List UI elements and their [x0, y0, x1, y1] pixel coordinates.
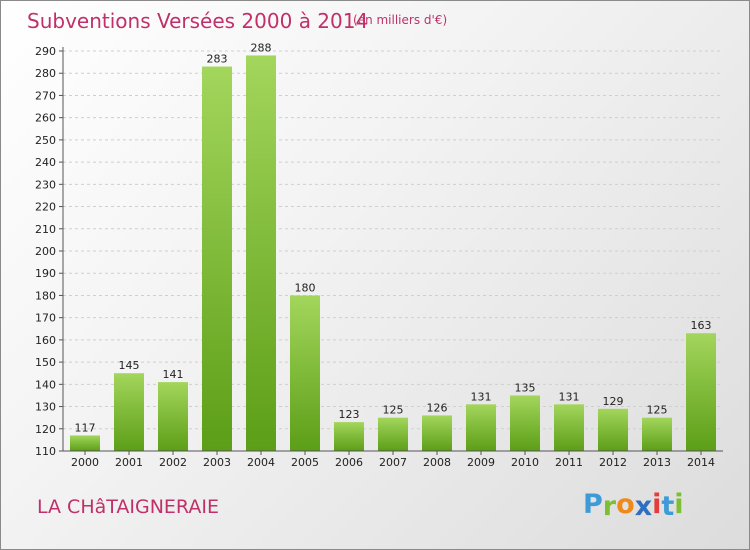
bar-value-label: 117: [75, 421, 96, 434]
y-tick-label: 150: [35, 356, 56, 369]
bar-value-label: 125: [647, 404, 668, 417]
bar-2011: [554, 404, 584, 451]
chart-unit: (en milliers d'€): [353, 13, 448, 27]
commune-name: LA CHâTAIGNERAIE: [37, 496, 219, 518]
y-tick-label: 160: [35, 334, 56, 347]
x-tick-label: 2002: [159, 456, 187, 469]
x-tick-label: 2011: [555, 456, 583, 469]
y-tick-label: 130: [35, 401, 56, 414]
y-tick-label: 290: [35, 45, 56, 58]
bar-2005: [290, 295, 320, 451]
x-tick-label: 2006: [335, 456, 363, 469]
y-tick-label: 260: [35, 112, 56, 125]
y-tick-label: 170: [35, 312, 56, 325]
bar-value-label: 180: [295, 281, 316, 294]
bar-value-label: 129: [603, 395, 624, 408]
bar-2014: [686, 333, 716, 451]
bar-2010: [510, 395, 540, 451]
logo-letter: P: [583, 489, 603, 520]
x-tick-label: 2014: [687, 456, 715, 469]
bar-2006: [334, 422, 364, 451]
y-tick-label: 110: [35, 445, 56, 458]
y-tick-label: 210: [35, 223, 56, 236]
bar-value-label: 131: [471, 390, 492, 403]
bar-value-label: 288: [251, 41, 272, 54]
bar-value-label: 131: [559, 390, 580, 403]
bar-value-label: 163: [691, 319, 712, 332]
x-tick-label: 2005: [291, 456, 319, 469]
bar-value-label: 123: [339, 408, 360, 421]
logo-letter: i: [652, 489, 662, 520]
bar-2001: [114, 373, 144, 451]
x-tick-label: 2013: [643, 456, 671, 469]
bar-2009: [466, 404, 496, 451]
bar-value-label: 126: [427, 401, 448, 414]
y-tick-label: 250: [35, 134, 56, 147]
x-tick-label: 2010: [511, 456, 539, 469]
y-tick-label: 190: [35, 267, 56, 280]
x-tick-label: 2004: [247, 456, 275, 469]
x-tick-label: 2007: [379, 456, 407, 469]
bar-value-label: 125: [383, 404, 404, 417]
logo-letter: r: [602, 491, 617, 522]
x-tick-label: 2003: [203, 456, 231, 469]
axes: 110 120 130 140 150 160 170 180 190 200 210 220 230 2…: [35, 45, 723, 469]
y-tick-label: 220: [35, 201, 56, 214]
y-tick-label: 230: [35, 178, 56, 191]
y-tick-label: 120: [35, 423, 56, 436]
bar-value-label: 283: [207, 53, 228, 66]
chart-title: Subventions Versées 2000 à 2014: [27, 9, 369, 33]
y-tick-label: 180: [35, 289, 56, 302]
x-tick-label: 2012: [599, 456, 627, 469]
logo-letter: o: [616, 489, 635, 520]
bar-2000: [70, 435, 100, 451]
bar-2013: [642, 417, 672, 451]
bar-2002: [158, 382, 188, 451]
y-tick-label: 140: [35, 378, 56, 391]
x-tick-label: 2001: [115, 456, 143, 469]
bar-value-label: 145: [119, 359, 140, 372]
bars: 117 145 141 283 288 180 123 125 126 131 135 131 129 1…: [70, 41, 716, 452]
y-tick-label: 240: [35, 156, 56, 169]
y-tick-label: 200: [35, 245, 56, 258]
bar-2012: [598, 408, 628, 451]
proxiti-logo: Proxiti: [583, 489, 684, 522]
bar-value-label: 141: [163, 368, 184, 381]
logo-letter: x: [634, 491, 653, 522]
bar-2003: [202, 66, 232, 452]
y-tick-label: 270: [35, 89, 56, 102]
x-tick-label: 2009: [467, 456, 495, 469]
bar-2007: [378, 417, 408, 451]
bar-value-label: 135: [515, 381, 536, 394]
logo-letter: t: [661, 491, 675, 522]
bar-2008: [422, 415, 452, 451]
x-tick-label: 2008: [423, 456, 451, 469]
logo-letter: i: [674, 489, 684, 520]
y-tick-label: 280: [35, 67, 56, 80]
bar-2004: [246, 55, 276, 451]
x-tick-label: 2000: [71, 456, 99, 469]
